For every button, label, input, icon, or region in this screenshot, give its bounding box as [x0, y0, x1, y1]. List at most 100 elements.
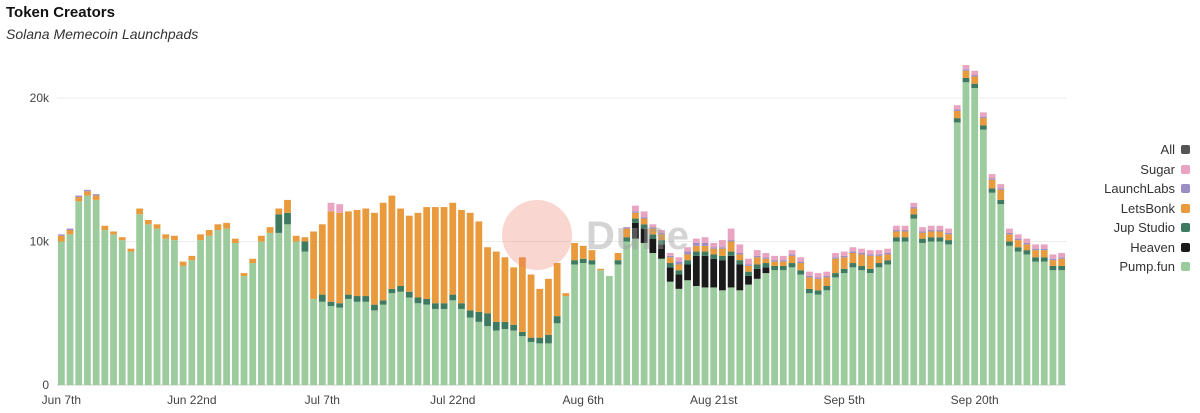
bar-segment-jup-studio [371, 304, 378, 311]
bar-segment-letsbonk [440, 207, 448, 304]
bar-segment-letsbonk [275, 208, 283, 215]
bar-segment-pump-fun [779, 270, 787, 385]
bar-segment-sugar [858, 248, 865, 253]
bar-segment-pump-fun [466, 317, 474, 385]
bar-segment-sugar [927, 225, 935, 231]
bar-segment-pump-fun [475, 321, 483, 385]
bar-segment-letsbonk [945, 234, 952, 241]
bar-segment-pump-fun [66, 234, 74, 385]
legend-item[interactable]: All [1080, 140, 1190, 160]
bar-segment-letsbonk [736, 254, 744, 261]
bar-segment-pump-fun [101, 230, 109, 385]
legend-item[interactable]: Pump.fun [1080, 257, 1190, 277]
bar-segment-pump-fun [710, 287, 718, 385]
bar-segment-pump-fun [501, 329, 509, 385]
bar-segment-jup-studio [971, 83, 979, 88]
bar-segment-sugar [945, 228, 952, 233]
bar-segment-jup-studio [1032, 257, 1039, 262]
bar-segment-letsbonk [188, 255, 196, 261]
bar-segment-letsbonk [710, 248, 718, 255]
bar-segment-letsbonk [614, 253, 622, 261]
bar-segment-launchlabs [953, 109, 961, 111]
bar-segment-pump-fun [832, 277, 839, 385]
bar-segment-pump-fun [988, 192, 996, 385]
x-tick-label: Jul 7th [305, 393, 340, 407]
chart-subtitle: Solana Memecoin Launchpads [6, 26, 199, 42]
bar-segment-jup-studio [284, 212, 291, 225]
bar-segment-pump-fun [110, 234, 117, 385]
bar-segment-jup-studio [492, 321, 500, 331]
bar-segment-letsbonk [1032, 250, 1039, 258]
legend-swatch [1181, 262, 1190, 272]
bar-segment-letsbonk [797, 263, 805, 271]
bar-segment-sugar [762, 253, 770, 258]
legend-item[interactable]: Heaven [1080, 238, 1190, 258]
dune-logo-icon [502, 200, 572, 270]
bar-segment-pump-fun [84, 195, 91, 385]
legend-item[interactable]: Jup Studio [1080, 218, 1190, 238]
bar-segment-letsbonk [379, 202, 387, 301]
bar-segment-launchlabs [962, 69, 970, 71]
bar-segment-launchlabs [823, 275, 831, 278]
bar-segment-pump-fun [1006, 245, 1013, 385]
bar-segment-launchlabs [710, 247, 718, 249]
bar-segment-sugar [649, 224, 657, 228]
bar-segment-pump-fun [997, 204, 1005, 385]
bar-segment-letsbonk [962, 70, 970, 78]
bar-segment-pump-fun [405, 297, 413, 385]
bar-segment-jup-studio [475, 311, 483, 322]
bar-segment-sugar [745, 258, 752, 265]
bar-segment-sugar [658, 230, 665, 233]
bar-segment-jup-studio [979, 125, 987, 130]
bar-segment-sugar [1006, 228, 1013, 233]
bar-segment-pump-fun [910, 218, 918, 385]
bar-segment-letsbonk [301, 237, 309, 242]
bar-segment-launchlabs [884, 253, 892, 255]
bar-segment-letsbonk [649, 228, 657, 235]
bar-segment-jup-studio [458, 303, 465, 309]
legend-item[interactable]: LaunchLabs [1080, 179, 1190, 199]
legend-label: LaunchLabs [1104, 181, 1175, 197]
bar-segment-pump-fun [588, 264, 596, 385]
bar-segment-pump-fun [284, 224, 291, 385]
bar-segment-launchlabs [762, 257, 770, 259]
bar-segment-jup-studio [536, 337, 544, 344]
bar-segment-pump-fun [919, 242, 926, 385]
bar-segment-pump-fun [197, 240, 204, 385]
bar-segment-pump-fun [971, 88, 979, 385]
bar-segment-pump-fun [118, 240, 126, 385]
bar-segment-letsbonk [92, 195, 100, 200]
bar-segment-pump-fun [127, 251, 135, 385]
bar-segment-launchlabs [92, 194, 100, 196]
bar-segment-heaven [675, 274, 683, 289]
legend-item[interactable]: LetsBonk [1080, 199, 1190, 219]
bar-segment-jup-studio [640, 224, 648, 229]
bar-segment-pump-fun [675, 288, 683, 385]
bar-segment-launchlabs [1023, 242, 1031, 245]
bar-segment-sugar [632, 205, 639, 212]
bar-segment-letsbonk [1023, 244, 1031, 251]
bar-segment-letsbonk [684, 254, 692, 261]
bar-segment-pump-fun [684, 280, 692, 385]
legend-item[interactable]: Sugar [1080, 160, 1190, 180]
bar-segment-letsbonk [136, 208, 144, 215]
bar-segment-jup-studio [405, 291, 413, 298]
bar-segment-jup-studio [710, 254, 718, 259]
bar-segment-sugar [675, 257, 683, 262]
bar-segment-pump-fun [892, 241, 900, 385]
bar-segment-letsbonk [284, 199, 291, 213]
bar-segment-pump-fun [597, 270, 605, 385]
bar-segment-pump-fun [1040, 261, 1048, 385]
bar-segment-sugar [1032, 244, 1039, 249]
bar-segment-pump-fun [231, 242, 239, 385]
bar-segment-launchlabs [927, 230, 935, 232]
bar-segment-jup-studio [936, 237, 944, 242]
bar-segment-jup-studio [823, 286, 831, 291]
bar-segment-letsbonk [75, 197, 83, 202]
bar-segment-jup-studio [388, 288, 396, 294]
bar-segment-jup-studio [510, 324, 518, 331]
bar-segment-letsbonk [371, 212, 378, 305]
bar-segment-letsbonk [1049, 260, 1057, 266]
bar-segment-letsbonk [884, 254, 892, 261]
bar-segment-jup-studio [397, 286, 404, 292]
